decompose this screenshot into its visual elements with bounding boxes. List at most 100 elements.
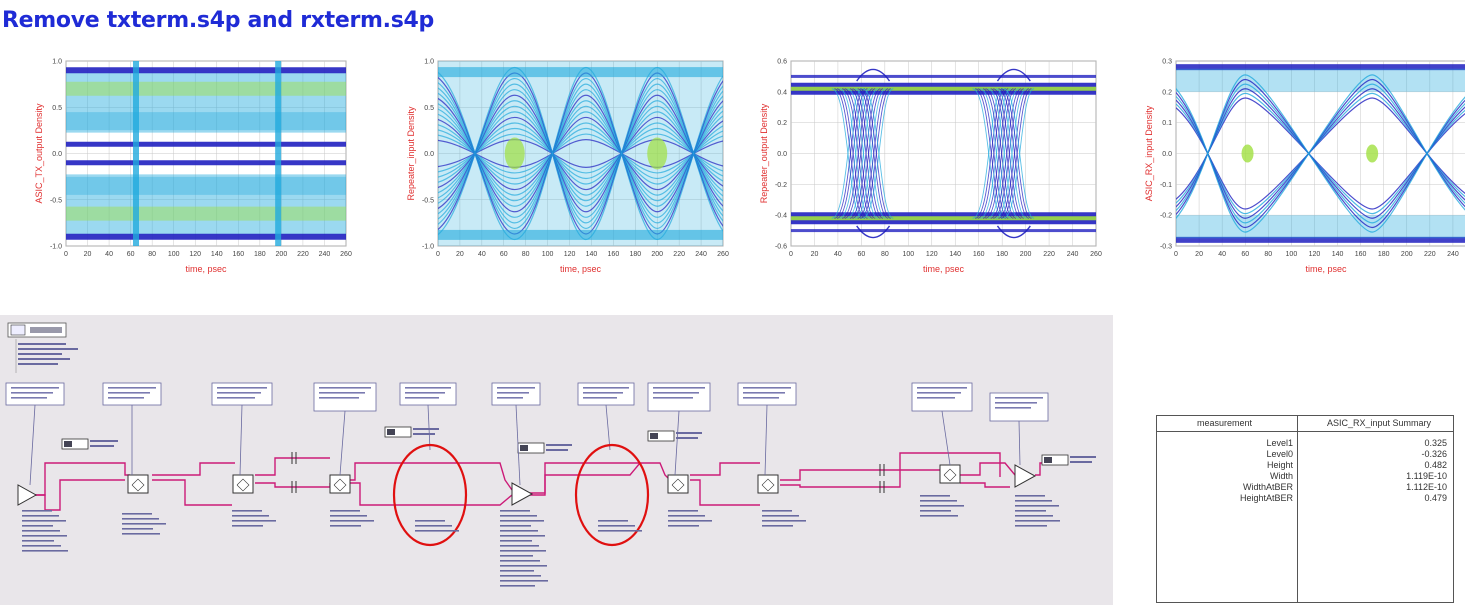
x-tick-label: 180: [629, 251, 641, 258]
sparam-block-asic-package-rx[interactable]: [939, 464, 961, 484]
probe-asic-rx[interactable]: [1041, 454, 1096, 466]
crossing: [1241, 144, 1254, 163]
y-tick-label: 0.0: [52, 151, 62, 158]
x-tick-label: 20: [811, 251, 819, 258]
summary-measurement-value: 0.482: [1424, 460, 1447, 470]
repeater-amp[interactable]: [511, 482, 534, 506]
trace: [993, 88, 1024, 219]
tx-driver[interactable]: [17, 484, 38, 506]
trace: [438, 77, 723, 230]
summary-row: Height 0.482: [1157, 460, 1453, 471]
parameter-line: [122, 518, 159, 520]
sparam-block-channel-2[interactable]: [757, 474, 779, 494]
parameter-line: [920, 505, 964, 507]
x-tick-label: 80: [148, 251, 156, 258]
summary-measurement-value: 0.479: [1424, 493, 1447, 503]
crossing: [1366, 144, 1379, 163]
parameter-line: [920, 510, 951, 512]
callout-box: [737, 382, 797, 476]
parameter-line: [232, 520, 276, 522]
x-tick-label: 40: [478, 251, 486, 258]
x-tick-label: 120: [564, 251, 576, 258]
parameter-line: [500, 525, 531, 527]
x-tick-label: 240: [1447, 251, 1459, 258]
parameter-line: [500, 565, 547, 567]
x-tick-label: 260: [340, 251, 352, 258]
sparam-block-repeater-pkg-in[interactable]: [329, 474, 351, 494]
sparam-block-repeater-pkg-out[interactable]: [667, 474, 689, 494]
sparam-block-asic-package-tx[interactable]: [127, 474, 149, 494]
parameter-line: [1015, 505, 1059, 507]
trace: [438, 105, 723, 202]
trace: [438, 111, 723, 196]
channel-sim-controller[interactable]: [7, 322, 78, 373]
density-band: [1176, 236, 1465, 243]
signal-wires: [30, 452, 1050, 511]
eye-plot-svg: 0 20 40 60 80 100 120 140 160 180 200 220 240 260 1.0 0…: [34, 59, 352, 275]
trace: [438, 116, 723, 191]
trace: [438, 111, 723, 196]
x-tick-label: 200: [276, 251, 288, 258]
y-tick-label: 0.3: [1162, 59, 1172, 66]
y-axis-label: ASIC_RX_input Density: [1144, 105, 1154, 201]
x-tick-label: 140: [1332, 251, 1344, 258]
probe-channel[interactable]: [647, 430, 702, 442]
x-tick-label: 60: [127, 251, 135, 258]
y-tick-label: 0.6: [777, 59, 787, 66]
parameter-line: [1015, 525, 1047, 527]
y-tick-label: -0.2: [775, 182, 787, 189]
x-tick-label: 120: [926, 251, 938, 258]
parameter-line: [500, 510, 530, 512]
callout-box: [5, 382, 65, 486]
probe-repeater-output[interactable]: [517, 442, 572, 454]
eye-plot-svg: 0 20 40 60 80 100 120 140 160 180 200 220 240 260 1.0 0…: [406, 59, 729, 275]
fill: [1176, 68, 1465, 92]
tick-labels: 0 20 40 60 80 100 120 140 160 180 200 220 240 260 1.0 0…: [422, 59, 729, 259]
capacitor-pair-1[interactable]: [291, 452, 297, 493]
trace: [1176, 74, 1465, 233]
x-tick-label: 20: [84, 251, 92, 258]
summary-divider: [1297, 416, 1298, 602]
trace: [438, 133, 723, 174]
schematic-canvas[interactable]: [0, 315, 1113, 605]
parameter-line: [500, 520, 544, 522]
y-tick-label: 0.2: [777, 120, 787, 127]
parameter-line: [762, 515, 799, 517]
x-tick-label: 0: [64, 251, 68, 258]
parameter-line: [22, 550, 68, 552]
eye-diagram-asic-tx-output: 0 20 40 60 80 100 120 140 160 180 200 220 240 260 1.0 0…: [0, 45, 358, 292]
trace: [862, 88, 894, 219]
x-tick-label: 0: [1174, 251, 1178, 258]
parameter-line: [22, 540, 54, 542]
parameter-line: [500, 555, 533, 557]
parameter-line: [500, 535, 545, 537]
trace: [438, 83, 723, 224]
sparam-block-channel-1[interactable]: [232, 474, 254, 494]
trace: [852, 88, 884, 219]
capacitor-pair-2[interactable]: [879, 464, 885, 493]
density-band: [66, 141, 346, 147]
density-band: [66, 160, 346, 166]
trace: [1003, 88, 1035, 219]
callout-box: [577, 382, 635, 451]
parameter-line: [668, 525, 699, 527]
x-tick-label: 220: [1424, 251, 1436, 258]
parameter-line: [500, 515, 537, 517]
probe-asic-tx[interactable]: [61, 438, 118, 450]
trace: [995, 88, 1027, 219]
crossing: [647, 137, 668, 170]
tick-labels: 0204060801001201401601802002202402600.30…: [1160, 59, 1459, 259]
parameter-line: [500, 550, 546, 552]
x-tick-label: 60: [500, 251, 508, 258]
y-axis-label: ASIC_TX_output Density: [34, 103, 44, 204]
parameter-line: [598, 525, 635, 527]
density-band: [791, 229, 1096, 233]
summary-measurement-name: Height: [1266, 460, 1293, 470]
rx-receiver[interactable]: [1014, 464, 1037, 488]
probe-repeater-input[interactable]: [384, 426, 439, 438]
eye-diagram-asic-rx-input: 0204060801001201401601802002202402600.30…: [1110, 45, 1465, 292]
parameter-line: [920, 515, 958, 517]
ads-schematic[interactable]: [0, 315, 1113, 605]
x-tick-label: 60: [857, 251, 865, 258]
parameter-line: [1015, 515, 1053, 517]
